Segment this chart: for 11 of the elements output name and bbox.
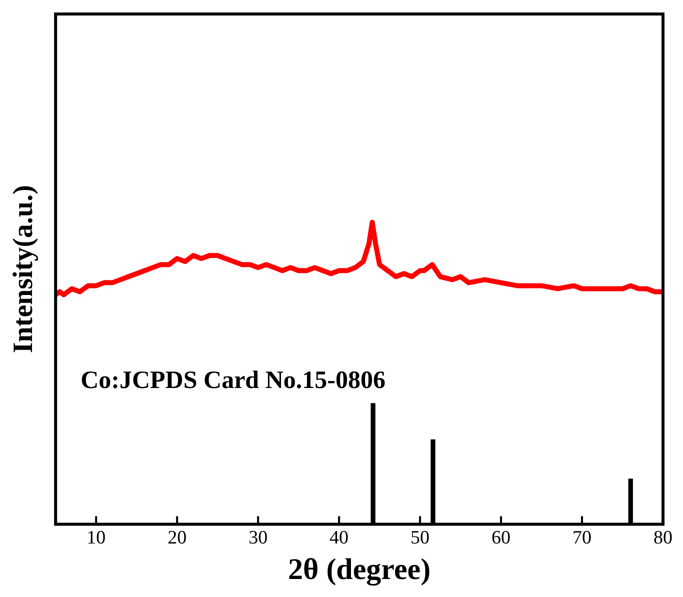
x-tick-label: 80 — [654, 528, 672, 549]
x-tick-label: 70 — [572, 528, 592, 549]
x-tick-label: 20 — [168, 528, 187, 549]
y-axis-title: Intensity(a.u.) — [8, 185, 40, 354]
x-tick-label: 30 — [248, 528, 268, 549]
x-tick-label: 10 — [86, 528, 106, 549]
x-tick-label: 60 — [492, 528, 511, 549]
x-tick-label: 40 — [330, 528, 349, 549]
x-tick-label: 50 — [410, 528, 430, 549]
x-axis-title: 2θ (degree) — [288, 552, 431, 586]
annotation: Co:JCPDS Card No.15-0806 — [80, 366, 386, 394]
